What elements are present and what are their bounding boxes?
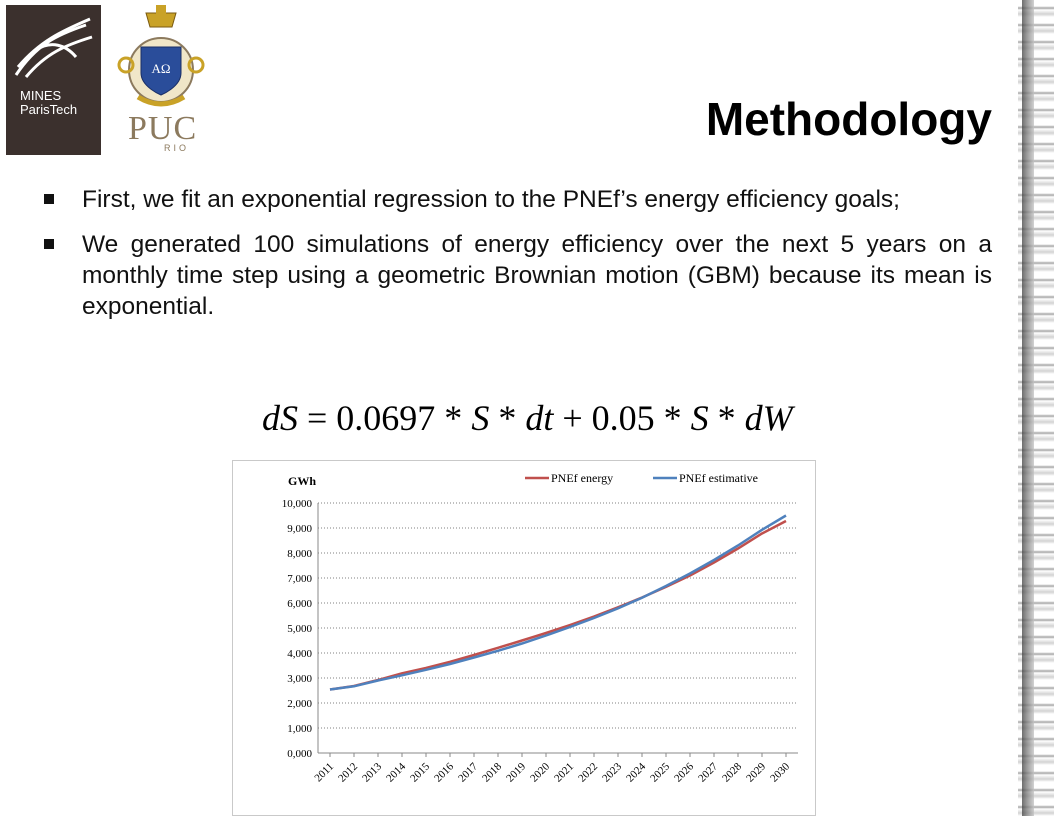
rio-logo-text: RIO (164, 143, 190, 153)
y-tick-label: 0,000 (287, 748, 312, 760)
y-tick-label: 3,000 (287, 673, 312, 685)
y-tick-label: 7,000 (287, 573, 312, 585)
y-tick-label: 5,000 (287, 623, 312, 635)
y-tick-label: 4,000 (287, 648, 312, 660)
y-tick-label: 1,000 (287, 723, 312, 735)
x-tick-label: 2013 (360, 760, 384, 784)
chart-frame: 0,000 1,000 2,000 3,000 4,000 5,000 6,000 7,000… (232, 460, 816, 816)
x-tick-label: 2025 (648, 760, 672, 784)
y-axis-label: GWh (288, 474, 316, 488)
x-tick-label: 2023 (600, 760, 624, 784)
seal-text: AΩ (151, 61, 170, 76)
x-tick-label: 2021 (552, 761, 576, 785)
x-tick-label: 2026 (672, 760, 696, 784)
bullet-text: First, we fit an exponential regression … (82, 186, 900, 213)
x-tick-label: 2027 (696, 760, 720, 784)
x-tick-label: 2015 (408, 760, 432, 784)
x-tick-label: 2012 (336, 761, 360, 785)
puc-rio-logo: AΩ (116, 5, 206, 155)
bullet-square-icon (44, 239, 54, 249)
x-tick-label: 2029 (744, 760, 768, 784)
y-tick-label: 10,000 (282, 498, 313, 510)
decorative-edge (1018, 0, 1054, 816)
x-tick-label: 2028 (720, 760, 744, 784)
legend-label: PNEf energy (551, 471, 613, 485)
y-tick-label: 9,000 (287, 523, 312, 535)
x-tick-label: 2030 (768, 760, 792, 784)
mines-line1: MINES (20, 88, 62, 103)
x-tick-label: 2022 (576, 761, 600, 785)
x-tick-label: 2011 (312, 761, 336, 785)
x-tick-label: 2024 (624, 760, 648, 784)
mines-line2: ParisTech (20, 102, 78, 117)
series-line-2 (329, 514, 787, 691)
bullet-item: We generated 100 simulations of energy e… (44, 229, 992, 322)
mines-swirl-icon (14, 17, 93, 78)
y-tick-label: 6,000 (287, 598, 312, 610)
bullet-item: First, we fit an exponential regression … (44, 184, 992, 215)
page-title: Methodology (705, 93, 992, 145)
mines-logo-text: MINES ParisTech (20, 89, 77, 117)
x-tick-label: 2018 (480, 760, 504, 784)
y-tick-label: 2,000 (287, 698, 312, 710)
x-tick-label: 2016 (432, 760, 456, 784)
x-tick-label: 2017 (456, 760, 480, 784)
series-line-1 (329, 519, 787, 691)
x-tick-label: 2014 (384, 760, 408, 784)
bullet-list: First, we fit an exponential regression … (44, 184, 992, 336)
legend-label: PNEf estimative (679, 471, 758, 485)
y-tick-label: 8,000 (287, 548, 312, 560)
x-tick-label: 2020 (528, 760, 552, 784)
gbm-equation: dS = 0.0697 * S * dt + 0.05 * S * dW (262, 398, 793, 438)
mines-paristech-logo: MINES ParisTech (6, 5, 101, 155)
puc-logo-text: PUC (128, 110, 198, 147)
bullet-text: We generated 100 simulations of energy e… (82, 231, 992, 320)
bullet-square-icon (44, 194, 54, 204)
line-chart: 0,000 1,000 2,000 3,000 4,000 5,000 6,000 7,000… (282, 471, 798, 785)
x-tick-label: 2019 (504, 760, 528, 784)
puc-seal-icon: AΩ (117, 5, 205, 107)
